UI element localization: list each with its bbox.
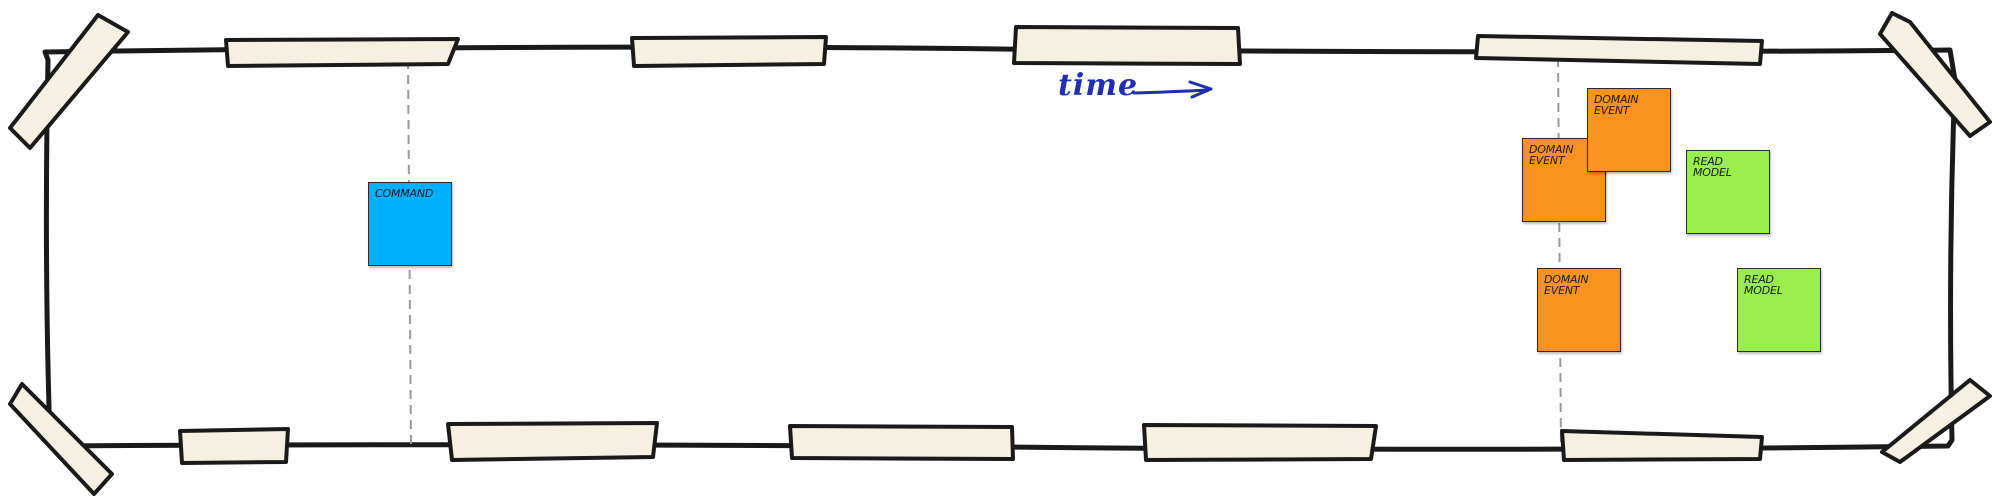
tape-strips-bottom bbox=[178, 421, 1764, 465]
domain-event-sticky[interactable]: Domain Event bbox=[1587, 88, 1671, 172]
time-label: time bbox=[1058, 68, 1139, 103]
divider-right bbox=[1557, 57, 1562, 449]
read-model-sticky[interactable]: Read Model bbox=[1737, 268, 1821, 352]
read-model-sticky-label: Read Model bbox=[1693, 155, 1732, 179]
domain-event-sticky[interactable]: Domain Event bbox=[1537, 268, 1621, 352]
tape-strips-top bbox=[224, 25, 1764, 68]
time-arrow-head bbox=[1188, 80, 1213, 99]
command-sticky-label: Command bbox=[375, 187, 434, 200]
domain-event-sticky-label: Domain Event bbox=[1594, 93, 1639, 117]
divider-left bbox=[407, 59, 412, 449]
time-arrow bbox=[1132, 88, 1210, 95]
command-sticky[interactable]: Command bbox=[368, 182, 452, 266]
read-model-sticky[interactable]: Read Model bbox=[1686, 150, 1770, 234]
domain-event-sticky-label: Domain Event bbox=[1529, 143, 1574, 167]
tape-corners bbox=[8, 11, 1992, 496]
domain-event-sticky-label: Domain Event bbox=[1544, 273, 1589, 297]
read-model-sticky-label: Read Model bbox=[1744, 273, 1783, 297]
